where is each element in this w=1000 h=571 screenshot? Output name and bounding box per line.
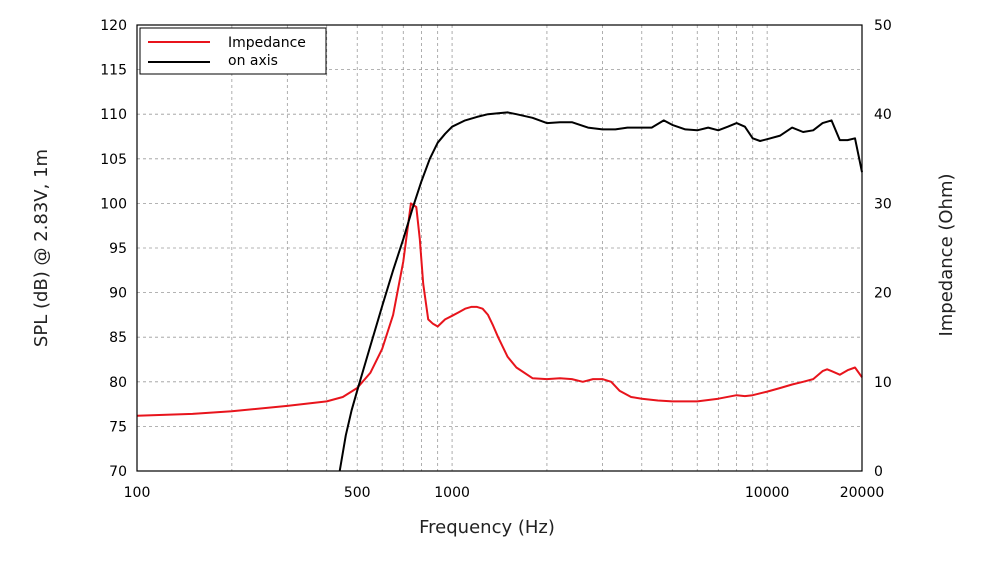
plot-frame [136,24,863,472]
x-tick-label: 1000 [434,485,470,501]
y-right-tick-label: 50 [874,18,892,34]
y-left-tick-label: 95 [109,241,127,257]
legend-label-impedance: Impedance [228,35,306,51]
y-left-tick-label: 120 [100,18,127,34]
y-left-tick-label: 90 [109,286,127,302]
y-left-tick-label: 70 [109,464,127,480]
legend-box [139,27,327,75]
grid [137,25,862,471]
x-tick-labels: 100 500 1000 10000 20000 [124,485,885,501]
series-line-impedance [136,202,863,417]
series-line-on-axis [338,111,863,472]
legend: Impedance on axis [139,27,327,75]
y-right-tick-labels: 0 10 20 30 40 50 [874,18,892,480]
y-right-tick-label: 10 [874,375,892,391]
y-left-tick-labels: 70 75 80 85 90 95 100 105 110 115 120 [100,18,127,480]
y-left-tick-label: 85 [109,330,127,346]
y-right-tick-label: 40 [874,107,892,123]
y-left-tick-label: 105 [100,152,127,168]
x-tick-label: 10000 [745,485,790,501]
y-left-tick-label: 80 [109,375,127,391]
y-left-tick-label: 100 [100,196,127,212]
x-axis-label: Frequency (Hz) [419,517,555,538]
x-tick-label: 500 [344,485,371,501]
y-right-tick-label: 0 [874,464,883,480]
series-lines [136,111,863,472]
y-right-tick-label: 30 [874,196,892,212]
x-tick-label: 100 [124,485,151,501]
x-tick-label: 20000 [840,485,885,501]
legend-label-on-axis: on axis [228,53,278,69]
y-left-tick-label: 115 [100,63,127,79]
y-left-tick-label: 75 [109,419,127,435]
y-left-tick-label: 110 [100,107,127,123]
y-left-axis-label: SPL (dB) @ 2.83V, 1m [31,149,52,347]
y-right-tick-label: 20 [874,286,892,302]
y-right-axis-label: Impedance (Ohm) [936,173,957,336]
